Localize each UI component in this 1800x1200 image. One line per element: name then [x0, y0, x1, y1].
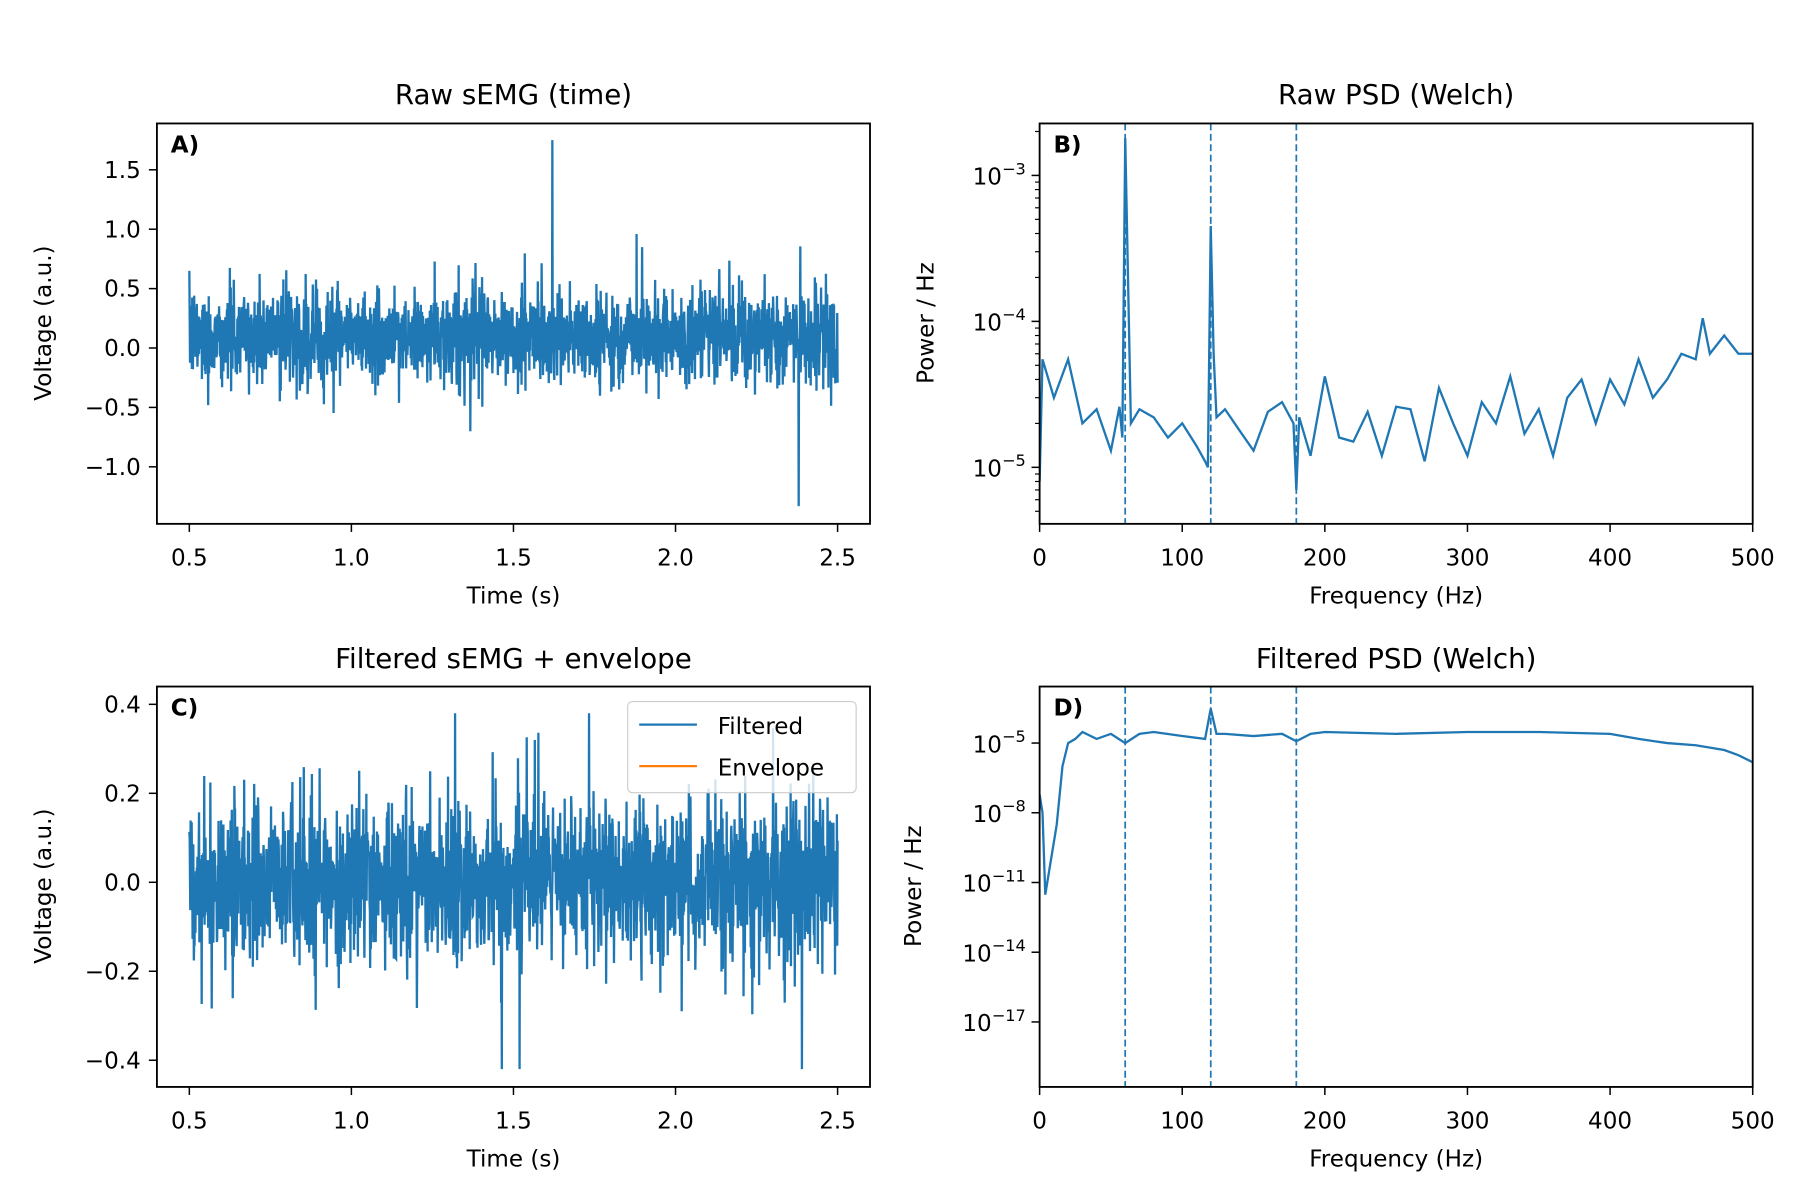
title-b: Raw PSD (Welch) [1278, 78, 1514, 111]
title-d: Filtered PSD (Welch) [1256, 642, 1537, 675]
legend: Filtered Envelope [627, 700, 857, 794]
y-tick-label: 10−5 [973, 451, 1026, 482]
x-tick-label: 0.5 [171, 1108, 208, 1134]
y-tick-label: −0.4 [85, 1048, 141, 1074]
x-tick-label: 2.5 [819, 1108, 856, 1134]
x-tick-label: 200 [1303, 1108, 1347, 1134]
y-tick-label: 0.0 [104, 336, 141, 362]
x-tick-label: 1.0 [333, 1108, 370, 1134]
xlabel-b: Frequency (Hz) [1309, 583, 1483, 609]
y-tick-label: −1.0 [85, 455, 141, 481]
y-tick-label: 1.5 [104, 158, 141, 184]
plot-a: 0.5 1.0 1.5 2.0 2.5 −1.0 −0.5 0.0 0.5 1.0 1.5 [85, 122, 871, 571]
plot-area-c [188, 713, 839, 1070]
series-line-psd [1039, 138, 1753, 490]
x-tick-label: 500 [1731, 545, 1775, 571]
axes-frame-d [1038, 685, 1754, 1088]
y-tick-label: 10−14 [962, 936, 1025, 967]
legend-label-filtered: Filtered [718, 714, 803, 740]
title-c: Filtered sEMG + envelope [335, 642, 692, 675]
panel-label-d: D) [1053, 695, 1083, 721]
y-tick-label: 1.0 [104, 217, 141, 243]
title-a: Raw sEMG (time) [395, 78, 632, 111]
x-tick-label: 500 [1731, 1108, 1775, 1134]
y-tick-label: 10−3 [973, 159, 1026, 190]
x-tick-label: 300 [1445, 545, 1489, 571]
ylabel-d: Power / Hz [901, 825, 927, 947]
legend-label-envelope: Envelope [718, 755, 824, 781]
xlabel-c: Time (s) [466, 1147, 561, 1173]
plot-area-b [1039, 123, 1753, 524]
y-tick-label: 0.0 [104, 870, 141, 896]
y-tick-label: 10−5 [973, 727, 1026, 758]
x-tick-label: 400 [1588, 1108, 1632, 1134]
axes-frame-a [156, 122, 871, 525]
plot-b: 0 100 200 300 400 500 10−5 10−4 10−3 [973, 122, 1775, 571]
series-line-raw [188, 140, 839, 507]
series-line-psd [1039, 708, 1753, 895]
panel-label-c: C) [171, 695, 198, 721]
x-tick-label: 1.5 [495, 1108, 532, 1134]
x-tick-label: 0 [1032, 1108, 1047, 1134]
x-tick-label: 0 [1032, 545, 1047, 571]
x-tick-label: 1.5 [495, 545, 532, 571]
panel-label-a: A) [171, 132, 199, 158]
panel-label-b: B) [1053, 132, 1081, 158]
x-tick-label: 0.5 [171, 545, 208, 571]
plot-d: 0 100 200 300 400 500 10−17 10−14 10−11 10−8 10−5 [962, 685, 1775, 1134]
plot-c: 0.5 1.0 1.5 2.0 2.5 −0.4 −0.2 0.0 0.2 0.4 [85, 685, 871, 1134]
y-tick-label: 0.2 [104, 781, 141, 807]
y-tick-label: 10−17 [962, 1006, 1025, 1037]
x-tick-label: 400 [1588, 545, 1632, 571]
y-tick-label: −0.5 [85, 395, 141, 421]
y-tick-label: 10−11 [962, 866, 1025, 897]
xlabel-a: Time (s) [466, 583, 561, 609]
x-tick-label: 1.0 [333, 545, 370, 571]
x-tick-label: 100 [1160, 1108, 1204, 1134]
ylabel-c: Voltage (a.u.) [31, 809, 57, 964]
x-tick-label: 200 [1303, 545, 1347, 571]
series-line-filtered [188, 713, 839, 1070]
xlabel-d: Frequency (Hz) [1309, 1147, 1483, 1173]
plot-area-a [188, 140, 839, 507]
ylabel-b: Power / Hz [913, 262, 939, 384]
x-tick-label: 2.0 [657, 545, 694, 571]
y-tick-label: 0.4 [104, 692, 141, 718]
axes-frame-b [1038, 122, 1754, 525]
x-tick-label: 100 [1160, 545, 1204, 571]
plot-area-d [1039, 686, 1753, 1087]
y-tick-label: 10−4 [973, 305, 1026, 336]
x-tick-label: 2.0 [657, 1108, 694, 1134]
x-tick-label: 2.5 [819, 545, 856, 571]
y-tick-label: 0.5 [104, 277, 141, 303]
x-tick-label: 300 [1445, 1108, 1489, 1134]
y-tick-label: 10−8 [973, 797, 1026, 828]
ylabel-a: Voltage (a.u.) [31, 245, 57, 400]
y-tick-label: −0.2 [85, 959, 141, 985]
